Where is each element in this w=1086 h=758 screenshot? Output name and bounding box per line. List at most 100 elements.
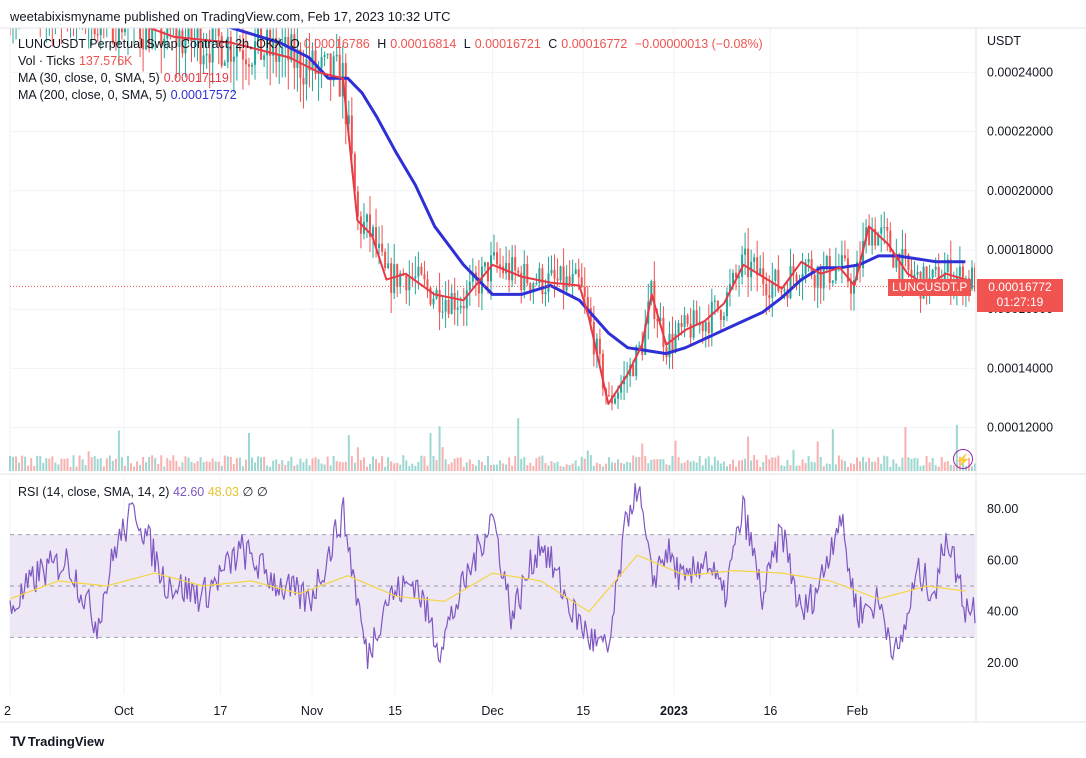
volume-bar	[123, 465, 126, 471]
volume-bar	[45, 458, 48, 471]
candle-body	[765, 284, 768, 296]
candle-body	[453, 293, 456, 310]
volume-bar	[359, 460, 362, 471]
candle-body	[205, 53, 208, 56]
volume-bar	[520, 458, 523, 471]
volume-bar	[99, 458, 102, 471]
candle-body	[323, 55, 326, 58]
volume-bar	[595, 462, 598, 471]
rsi-tick-label: 40.00	[987, 605, 1018, 619]
candle-body	[18, 0, 20, 9]
volume-bar	[474, 465, 477, 471]
candle-body	[831, 280, 834, 283]
candle-body	[849, 281, 852, 294]
volume-bar	[390, 461, 393, 471]
volume-bar	[843, 460, 846, 471]
volume-bar	[780, 465, 783, 471]
volume-bar	[105, 458, 108, 471]
candle-body	[892, 252, 895, 268]
candle-body	[244, 59, 247, 65]
candle-body	[668, 333, 671, 358]
volume-bar	[620, 462, 623, 471]
candle-body	[728, 284, 731, 293]
candle-body	[571, 273, 574, 284]
volume-bar	[771, 457, 774, 471]
candle-body	[716, 300, 719, 311]
candle-body	[677, 323, 680, 334]
volume-bar	[172, 455, 175, 471]
candle-body	[931, 269, 934, 278]
rsi-pane	[9, 483, 976, 670]
candle-body	[220, 36, 223, 66]
volume-bar	[238, 457, 241, 471]
volume-bar	[626, 461, 629, 471]
volume-bar	[662, 459, 665, 471]
tradingview-logo[interactable]: TV TradingView	[10, 733, 105, 749]
candle-body	[607, 395, 610, 397]
volume-bar	[160, 455, 163, 471]
volume-bar	[777, 455, 780, 471]
volume-bar	[117, 430, 120, 471]
last-price-value: 0.00016772	[988, 280, 1052, 294]
volume-bar	[641, 443, 644, 471]
volume-bar	[568, 465, 571, 471]
candle-body	[886, 226, 889, 231]
ma30-legend[interactable]: MA (30, close, 0, SMA, 5) 0.00017119	[18, 71, 229, 85]
volume-bar	[60, 458, 63, 471]
candle-body	[635, 346, 638, 377]
volume-bar	[453, 458, 456, 471]
candle-body	[123, 28, 126, 33]
volume-bar	[931, 458, 934, 471]
volume-bar	[166, 458, 169, 471]
rsi-legend[interactable]: RSI (14, close, SMA, 14, 2) 42.60 48.03 …	[18, 485, 268, 499]
candle-body	[232, 56, 235, 62]
candle-body	[148, 28, 151, 49]
volume-bar	[402, 455, 405, 471]
time-tick-label: Dec	[481, 704, 503, 718]
volume-bar	[480, 461, 483, 471]
volume-bar	[580, 456, 583, 471]
symbol-title[interactable]: LUNCUSDT Perpetual Swap Contract, 2h, OK…	[18, 37, 283, 51]
volume-legend[interactable]: Vol · Ticks 137.576K	[18, 54, 133, 68]
candle-body	[417, 266, 420, 277]
volume-bar	[889, 466, 892, 471]
volume-bar	[486, 455, 489, 471]
volume-bar	[753, 455, 756, 471]
lightning-icon[interactable]: ⚡	[953, 449, 973, 469]
volume-bar	[220, 465, 223, 471]
candle-body	[946, 259, 949, 273]
volume-bar	[444, 459, 447, 471]
candle-body	[780, 291, 783, 293]
candle-body	[145, 28, 148, 50]
volume-bar	[505, 464, 508, 471]
ma200-legend[interactable]: MA (200, close, 0, SMA, 5) 0.00017572	[18, 88, 237, 102]
candle-body	[441, 311, 444, 313]
volume-bar	[290, 456, 293, 471]
volume-bar	[269, 466, 272, 471]
volume-bar	[24, 456, 27, 471]
candle-body	[713, 300, 716, 302]
volume-bar	[142, 456, 145, 471]
volume-bar	[680, 463, 683, 471]
candle-body	[874, 228, 877, 246]
volume-bar	[807, 456, 810, 471]
candle-body	[57, 0, 59, 4]
candle-body	[489, 255, 492, 282]
volume-bar	[75, 466, 78, 471]
volume-bar	[653, 459, 656, 471]
volume-bar	[384, 466, 387, 471]
candle-body	[680, 323, 683, 327]
candle-body	[895, 253, 898, 268]
volume-bar	[874, 461, 877, 471]
volume-bar	[15, 456, 18, 471]
candle-body	[178, 30, 181, 47]
candle-body	[577, 269, 580, 278]
candle-body	[958, 266, 961, 277]
volume-bar	[305, 458, 308, 471]
volume-bar	[462, 466, 465, 471]
candle-body	[480, 266, 483, 294]
candle-body	[913, 274, 916, 278]
candle-body	[305, 59, 308, 85]
candle-body	[493, 252, 496, 256]
